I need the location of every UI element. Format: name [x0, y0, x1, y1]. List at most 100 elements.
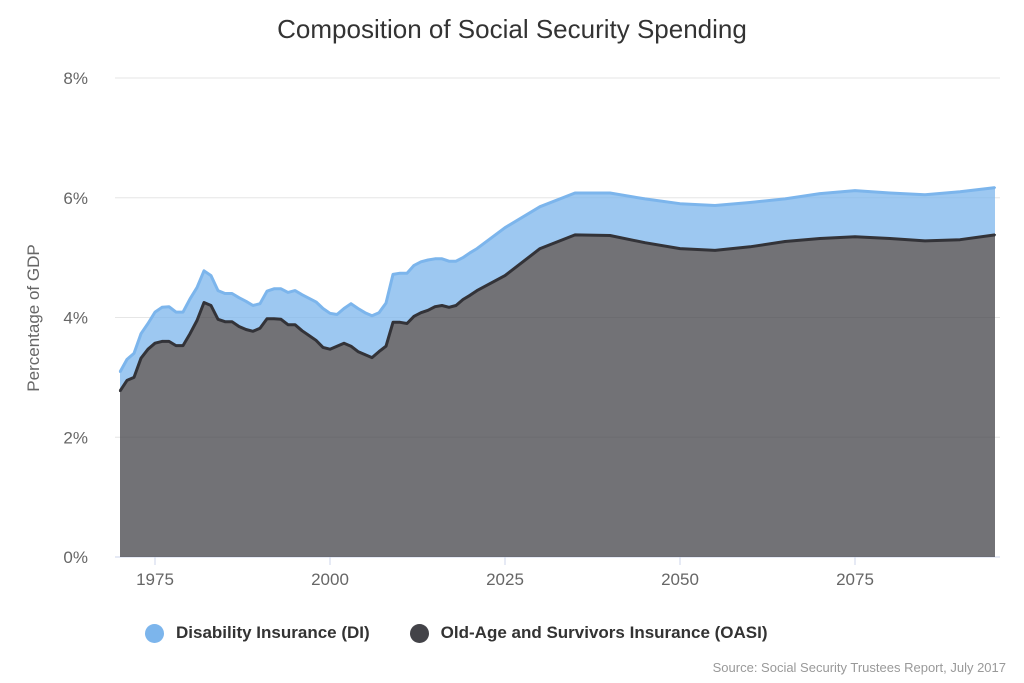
data-point-oasi [378, 350, 380, 353]
data-point-di [343, 307, 345, 310]
data-point-oasi [140, 357, 142, 360]
data-point-oasi [203, 301, 205, 304]
data-point-di [350, 302, 352, 305]
data-point-di [364, 311, 366, 314]
data-point-oasi [504, 274, 506, 277]
data-point-di [784, 197, 786, 200]
data-point-oasi [371, 356, 373, 359]
data-point-di [749, 201, 751, 204]
data-point-oasi [854, 235, 856, 238]
data-point-di [434, 257, 436, 260]
data-point-di [413, 264, 415, 267]
data-point-di [329, 312, 331, 315]
y-tick-label: 4% [63, 309, 88, 328]
data-point-oasi [399, 321, 401, 324]
data-point-di [609, 191, 611, 194]
data-point-di [574, 191, 576, 194]
data-point-di [119, 370, 121, 373]
data-point-di [399, 272, 401, 275]
data-point-di [217, 289, 219, 292]
data-point-oasi [252, 330, 254, 333]
data-point-di [420, 260, 422, 263]
data-point-oasi [308, 334, 310, 337]
data-point-di [189, 297, 191, 300]
data-point-di [161, 306, 163, 309]
legend-item-di[interactable]: Disability Insurance (DI) [145, 623, 370, 643]
data-point-di [245, 300, 247, 303]
data-point-di [385, 302, 387, 305]
data-point-oasi [819, 237, 821, 240]
data-point-di [287, 291, 289, 294]
data-point-di [231, 292, 233, 295]
data-point-di [994, 186, 996, 189]
legend-item-oasi[interactable]: Old-Age and Survivors Insurance (OASI) [409, 623, 768, 643]
data-point-di [280, 287, 282, 290]
data-point-oasi [329, 348, 331, 351]
series-area-di [120, 187, 995, 392]
data-point-di [336, 313, 338, 316]
data-point-oasi [994, 233, 996, 236]
y-tick-label: 8% [63, 69, 88, 88]
data-point-di [392, 273, 394, 276]
data-point-di [182, 311, 184, 314]
data-point-oasi [196, 319, 198, 322]
data-point-di [504, 226, 506, 229]
data-point-di [140, 332, 142, 335]
data-point-oasi [189, 332, 191, 335]
data-point-di [427, 259, 429, 262]
data-point-di [469, 251, 471, 254]
data-point-di [889, 191, 891, 194]
data-point-oasi [154, 342, 156, 345]
data-point-oasi [322, 346, 324, 349]
data-point-oasi [210, 304, 212, 307]
data-point-oasi [749, 245, 751, 248]
data-point-di [294, 289, 296, 292]
data-point-oasi [168, 340, 170, 343]
data-point-di [175, 311, 177, 314]
data-point-oasi [161, 340, 163, 343]
data-point-oasi [301, 329, 303, 332]
data-point-oasi [217, 318, 219, 321]
data-point-oasi [126, 379, 128, 382]
data-point-di [322, 307, 324, 310]
data-point-di [196, 286, 198, 289]
data-point-oasi [315, 339, 317, 342]
y-tick-label: 2% [63, 428, 88, 447]
data-point-oasi [924, 239, 926, 242]
data-point-di [315, 300, 317, 303]
data-point-di [924, 193, 926, 196]
data-point-oasi [238, 325, 240, 328]
data-point-di [203, 269, 205, 272]
data-point-di [476, 247, 478, 250]
data-point-di [168, 305, 170, 308]
x-tick-label: 1975 [136, 570, 174, 589]
data-point-di [210, 274, 212, 277]
data-point-di [448, 260, 450, 263]
data-point-oasi [413, 315, 415, 318]
data-point-di [539, 205, 541, 208]
data-point-di [371, 314, 373, 317]
data-point-di [406, 272, 408, 275]
data-point-oasi [266, 317, 268, 320]
data-point-di [154, 311, 156, 314]
data-point-oasi [469, 294, 471, 297]
x-tick-label: 2050 [661, 570, 699, 589]
data-point-oasi [455, 304, 457, 307]
data-point-di [308, 297, 310, 300]
data-point-oasi [119, 390, 121, 393]
data-point-oasi [644, 241, 646, 244]
data-point-oasi [336, 345, 338, 348]
data-point-oasi [273, 317, 275, 320]
data-point-oasi [406, 322, 408, 325]
data-point-di [714, 204, 716, 207]
data-point-oasi [959, 238, 961, 241]
data-point-di [238, 296, 240, 299]
data-point-oasi [441, 304, 443, 307]
x-tick-label: 2075 [836, 570, 874, 589]
data-point-oasi [287, 323, 289, 326]
data-point-oasi [679, 247, 681, 250]
data-point-di [644, 197, 646, 200]
legend: Disability Insurance (DI) Old-Age and Su… [145, 623, 808, 643]
data-point-oasi [574, 233, 576, 236]
